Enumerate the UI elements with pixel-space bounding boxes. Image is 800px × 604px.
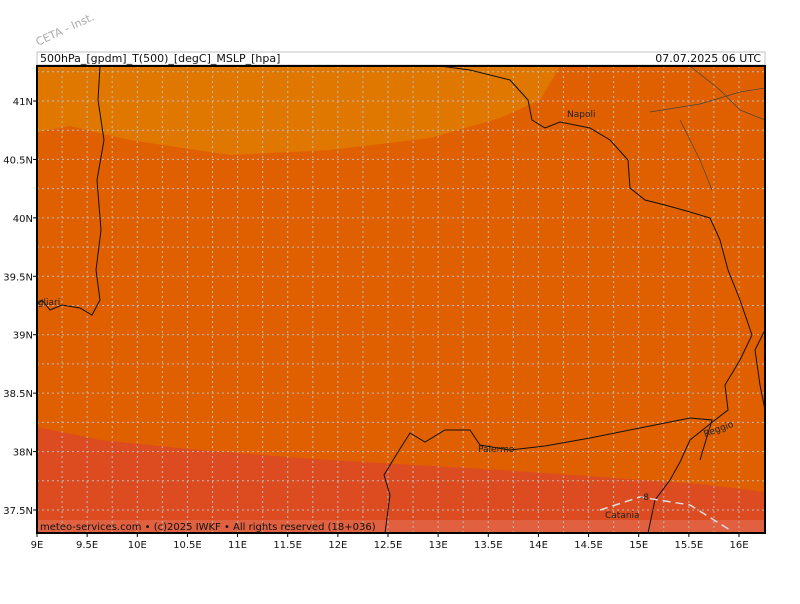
lon-tick-label: 14E [529, 540, 548, 551]
city-label: Cagliari [26, 298, 60, 308]
lat-tick-label: 37.5N [3, 506, 33, 517]
contour-label: -8 [640, 493, 649, 503]
map-area: -8 Napoli Cagliari Palermo Reggio Catani… [26, 66, 765, 533]
lat-tick-label: 39.5N [3, 272, 33, 283]
city-label: Catania [605, 511, 640, 521]
header-left: 500hPa_[gpdm]_T(500)_[degC]_MSLP_[hpa] [40, 52, 280, 65]
coastline-sardinia [37, 66, 105, 316]
lon-tick-label: 11E [228, 540, 247, 551]
lat-tick-label: 41N [13, 97, 33, 108]
temp-band-cool [37, 427, 765, 533]
temp-band-warm [37, 66, 560, 155]
city-label: Palermo [478, 445, 515, 455]
lon-tick-label: 15.5E [675, 540, 704, 551]
map-frame [36, 65, 766, 534]
lon-tick-label: 16E [729, 540, 748, 551]
isobar [599, 496, 731, 531]
coastline-sicily [383, 417, 713, 533]
coastline-calabria [754, 329, 765, 411]
lon-tick-label: 9.5E [76, 540, 98, 551]
lon-tick-label: 13.5E [474, 540, 503, 551]
lat-tick-label: 38.5N [3, 389, 33, 400]
header-right: 07.07.2025 06 UTC [655, 52, 761, 65]
lon-tick-label: 15E [629, 540, 648, 551]
lon-tick-label: 9E [31, 540, 44, 551]
lon-tick-label: 10.5E [173, 540, 202, 551]
lat-tick-label: 38N [13, 448, 33, 459]
lon-tick-label: 12E [328, 540, 347, 551]
coastline-italy [439, 66, 753, 533]
lon-tick-label: 10E [128, 540, 147, 551]
lat-tick-label: 39N [13, 331, 33, 342]
lon-tick-label: 13E [429, 540, 448, 551]
watermark: CETA - Inst. [34, 10, 96, 48]
lon-tick-label: 11.5E [273, 540, 302, 551]
footer-credit: meteo-services.com • (c)2025 IWKF • All … [40, 522, 376, 533]
city-label: Napoli [567, 110, 595, 120]
lon-tick-label: 14.5E [574, 540, 603, 551]
regional-borders [649, 66, 765, 191]
lat-tick-label: 40N [13, 214, 33, 225]
lat-tick-label: 40.5N [3, 155, 33, 166]
lon-tick-label: 12.5E [374, 540, 403, 551]
footer-strip [37, 520, 765, 533]
